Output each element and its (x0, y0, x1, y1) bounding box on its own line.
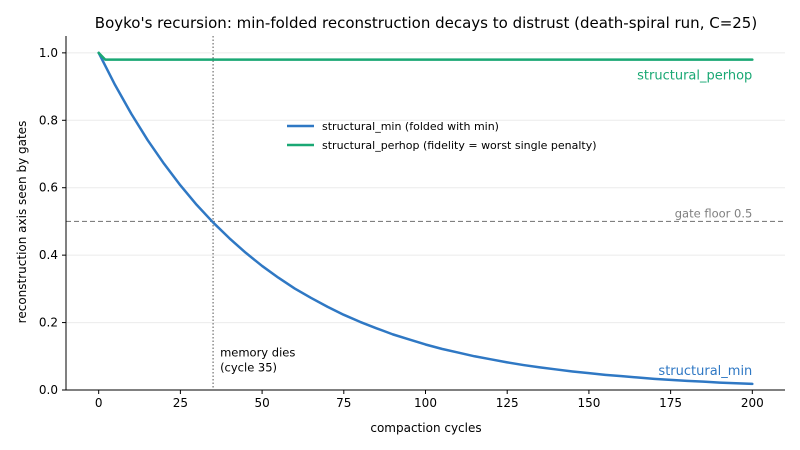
y-tick-label: 0.2 (39, 316, 58, 330)
x-tick-label: 175 (659, 396, 682, 410)
structural-perhop-end-label: structural_perhop (637, 69, 752, 84)
x-axis-title: compaction cycles (370, 421, 481, 435)
x-tick-label: 150 (577, 396, 600, 410)
y-tick-label: 0.8 (39, 113, 58, 127)
y-tick-label: 0.4 (39, 248, 58, 262)
memory-dies-label: memory dies (220, 345, 295, 359)
memory-dies-cycle-label: (cycle 35) (220, 360, 277, 374)
chart-title: Boyko's recursion: min-folded reconstruc… (95, 14, 757, 32)
axes (62, 36, 785, 394)
series-line-structural-min (97, 51, 754, 386)
y-tick-label: 0.0 (39, 383, 58, 397)
y-tick-label: 1.0 (39, 46, 58, 60)
x-tick-label: 200 (741, 396, 764, 410)
legend: structural_min (folded with min) structur… (287, 120, 597, 152)
x-tick-label: 75 (336, 396, 351, 410)
x-tick-label: 0 (95, 396, 103, 410)
y-axis-title: reconstruction axis seen by gates (15, 121, 29, 324)
gate-floor-label: gate floor 0.5 (675, 206, 753, 220)
x-tick-label: 25 (173, 396, 188, 410)
y-tick-label: 0.6 (39, 181, 58, 195)
series-line-structural-perhop (97, 51, 754, 61)
structural-min-end-label: structural_min (658, 364, 752, 379)
annotations: gate floor 0.5 memory dies(cycle 35) struc… (220, 69, 752, 379)
legend-label-structural-perhop: structural_perhop (fidelity = worst sing… (322, 139, 597, 152)
tick-labels: 0 25 50 75 100 125 150 175 200 0.0 0.2 0.4 0.6 0.8 1.0 (39, 46, 764, 410)
series-lines (97, 51, 754, 386)
x-tick-label: 125 (496, 396, 519, 410)
legend-label-structural-min: structural_min (folded with min) (322, 120, 499, 133)
reference-lines (66, 36, 785, 390)
x-tick-label: 50 (254, 396, 269, 410)
x-tick-label: 100 (414, 396, 437, 410)
